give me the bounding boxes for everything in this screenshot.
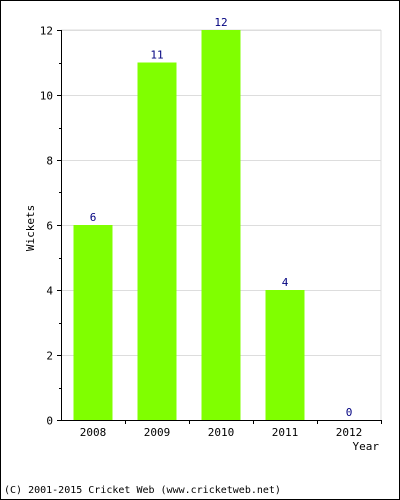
bar-label-2009: 11 <box>150 49 163 62</box>
y-axis-title: Wickets <box>24 205 37 251</box>
x-tick-labels: 2008 2009 2010 2011 2012 <box>80 426 363 439</box>
bar-2011 <box>265 290 305 420</box>
x-tick-label-2012: 2012 <box>336 426 363 439</box>
y-tick-label: 6 <box>46 220 53 233</box>
y-tick-label: 2 <box>46 350 53 363</box>
x-axis-title: Year <box>353 440 380 453</box>
bar-label-2012: 0 <box>346 406 353 419</box>
bar-2010 <box>201 30 241 420</box>
x-tick-label-2008: 2008 <box>80 426 107 439</box>
bars <box>73 30 305 420</box>
bar-2008 <box>73 225 113 420</box>
y-tick-label: 4 <box>46 285 53 298</box>
bar-2009 <box>137 62 177 420</box>
y-tick-label: 12 <box>40 25 53 38</box>
y-tick-label: 0 <box>46 415 53 428</box>
x-tick-label-2010: 2010 <box>208 426 235 439</box>
axes <box>57 30 382 424</box>
x-tick-label-2009: 2009 <box>144 426 171 439</box>
y-tick-labels: 0 2 4 6 8 10 12 <box>40 25 54 428</box>
bar-label-2011: 4 <box>282 276 289 289</box>
x-tick-label-2011: 2011 <box>272 426 299 439</box>
bar-label-2010: 12 <box>214 16 227 29</box>
bar-labels: 6 11 12 4 0 <box>90 16 353 419</box>
copyright-footer: (C) 2001-2015 Cricket Web (www.cricketwe… <box>4 485 281 496</box>
y-tick-label: 10 <box>40 90 53 103</box>
y-tick-label: 8 <box>46 155 53 168</box>
bar-label-2008: 6 <box>90 211 97 224</box>
